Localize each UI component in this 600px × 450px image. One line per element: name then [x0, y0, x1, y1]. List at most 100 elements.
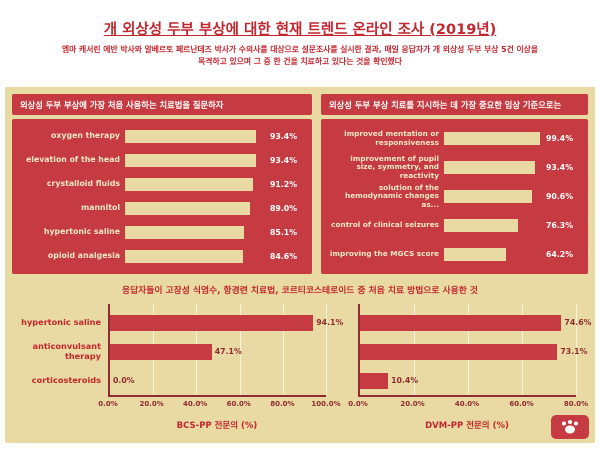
bar-row: 73.1% — [360, 337, 587, 366]
bar-track — [125, 177, 265, 191]
axis-tick-label: 40.0% — [183, 400, 208, 408]
axis-tick-label: 80.0% — [270, 400, 295, 408]
gridline — [576, 304, 577, 395]
bar-row: improved mentation or responsiveness 99.4… — [329, 124, 580, 153]
bar — [444, 219, 518, 232]
value-label: 73.1% — [560, 347, 588, 356]
bar — [360, 343, 558, 360]
bar-track — [125, 129, 265, 143]
axis-tick-label: 100.0% — [311, 400, 341, 408]
value-label: 74.6% — [564, 318, 592, 327]
bar — [125, 226, 245, 240]
category-label: improved mentation or responsiveness — [344, 129, 439, 147]
subtitle-line-1: 엠마 캐서린 에반 박사와 알베르토 페르난데즈 박사가 수의사를 대상으로 설… — [62, 45, 538, 54]
gridline — [282, 304, 284, 395]
bar-row: 10.4% — [360, 366, 576, 395]
bar-row: 0.0% — [110, 366, 326, 395]
category-label: corticosteroids — [31, 374, 101, 385]
category-label: improving the MGCS score — [329, 249, 439, 259]
bcs-pp-chart: 94.1% 47.1% 0.0% 0.0% 20.0% 40.0% 60.0% 80.0% 1… — [98, 304, 343, 431]
bar-track — [125, 226, 265, 240]
axis-tick-label: 60.0% — [226, 400, 251, 408]
bar-track — [444, 219, 541, 232]
value-label: 89.0% — [270, 204, 298, 214]
category-label: anticonvulsant therapy — [32, 341, 102, 361]
bar-row: elevation of the head 93.4% — [20, 148, 304, 172]
bar-row: crystalloid fluids 91.2% — [20, 172, 304, 196]
bar-row: hypertonic saline 85.1% — [20, 221, 304, 245]
plot-area: 94.1% 47.1% 0.0% — [108, 304, 343, 397]
x-axis-title: DVM-PP 전문의 (%) — [425, 421, 509, 431]
bar-row: improvement of pupil size, symmetry, and… — [329, 153, 580, 182]
bar-track — [125, 202, 265, 216]
category-label: crystalloid fluids — [46, 178, 120, 188]
header: 개 외상성 두부 부상에 대한 현재 트렌드 온라인 조사 (2019년) 엠마… — [0, 0, 600, 68]
bar — [444, 190, 532, 203]
bar — [125, 177, 253, 191]
bar-row: 47.1% — [110, 337, 326, 366]
chart-title: 응답자들이 고장성 식염수, 항경련 치료법, 코르티코스테로이드 중 처음 치… — [121, 286, 478, 296]
bar-row: 74.6% — [360, 308, 591, 337]
content-area: 외상성 두부 부상에 가장 처음 사용하는 치료법을 질문하자 oxygen t… — [5, 87, 595, 443]
value-label: 93.4% — [270, 131, 298, 141]
category-label: oxygen therapy — [51, 130, 120, 140]
dvm-pp-chart: 74.6% 73.1% 10.4% 0.0% 20.0% 40.0% 60.0% 80.0%… — [348, 304, 591, 431]
bar-track — [444, 248, 541, 261]
bar — [125, 153, 256, 167]
subtitle: 엠마 캐서린 에반 박사와 알베르토 페르난데즈 박사가 수의사를 대상으로 설… — [0, 44, 600, 68]
axis-tick-label: 0.0% — [98, 400, 118, 408]
bar-row: solution of the hemodynamic changes as..… — [329, 182, 580, 211]
bottom-chart-section: 응답자들이 고장성 식염수, 항경련 치료법, 코르티코스테로이드 중 처음 치… — [12, 283, 591, 431]
bar-track — [444, 132, 541, 145]
page-title: 개 외상성 두부 부상에 대한 현재 트렌드 온라인 조사 (2019년) — [103, 22, 497, 38]
bar — [444, 132, 541, 145]
value-label: 93.4% — [546, 163, 574, 172]
bar — [360, 372, 389, 389]
plot-area: 74.6% 73.1% 10.4% — [358, 304, 591, 397]
bar — [444, 161, 535, 174]
category-label: solution of the hemodynamic changes as..… — [345, 182, 439, 209]
top-charts-row: 외상성 두부 부상에 가장 처음 사용하는 치료법을 질문하자 oxygen t… — [12, 94, 588, 274]
bar-track — [125, 153, 265, 167]
value-label: 64.2% — [546, 250, 574, 259]
category-label: opioid analgesia — [47, 251, 120, 261]
bar-chart: improved mentation or responsiveness 99.4… — [321, 119, 588, 274]
bar-row: control of clinical seizures 76.3% — [329, 211, 580, 240]
bar — [444, 248, 507, 261]
bar — [125, 202, 250, 216]
subtitle-line-2: 목격하고 있으며 그 중 한 건을 치료하고 있다는 것을 확인했다 — [198, 57, 402, 67]
first-treatment-chart-panel: 외상성 두부 부상에 가장 처음 사용하는 치료법을 질문하자 oxygen t… — [12, 94, 312, 274]
chart-title: 외상성 두부 부상 치료를 지시하는 데 가장 중요한 임상 기준으로는 — [321, 94, 588, 115]
grouped-bar-charts: hypertonic saline anticonvulsant therapy c… — [12, 304, 591, 431]
clinical-criteria-chart-panel: 외상성 두부 부상 치료를 지시하는 데 가장 중요한 임상 기준으로는 imp… — [321, 94, 588, 274]
value-label: 0.0% — [113, 376, 135, 385]
value-label: 10.4% — [391, 376, 419, 385]
bar-row: 94.1% — [110, 308, 343, 337]
value-label: 47.1% — [214, 347, 242, 356]
category-labels: hypertonic saline anticonvulsant therapy c… — [12, 304, 108, 431]
category-label: mannitol — [81, 203, 120, 213]
axis-tick-label: 60.0% — [509, 400, 534, 408]
value-label: 85.1% — [270, 228, 298, 238]
value-label: 94.1% — [316, 318, 344, 327]
brand-logo — [551, 415, 589, 439]
x-axis-title: BCS-PP 전문의 (%) — [176, 421, 258, 431]
bar-row: opioid analgesia 84.6% — [20, 245, 304, 269]
bar-row: oxygen therapy 93.4% — [20, 124, 304, 148]
axis-tick-label: 80.0% — [563, 400, 589, 408]
value-label: 91.2% — [270, 179, 298, 189]
gridline — [326, 304, 327, 395]
value-label: 99.4% — [546, 134, 574, 143]
bar-track — [444, 190, 541, 203]
bar-track — [444, 161, 541, 174]
axis-tick-label: 0.0% — [348, 400, 368, 408]
bar — [125, 250, 244, 264]
x-axis-ticks: 0.0% 20.0% 40.0% 60.0% 80.0% — [348, 400, 588, 411]
category-label: hypertonic saline — [43, 227, 120, 237]
category-label: hypertonic saline — [21, 316, 101, 327]
bar-row: mannitol 89.0% — [20, 197, 304, 221]
gridline — [239, 304, 241, 395]
axis-tick-label: 20.0% — [400, 400, 425, 408]
value-label: 90.6% — [546, 192, 574, 201]
